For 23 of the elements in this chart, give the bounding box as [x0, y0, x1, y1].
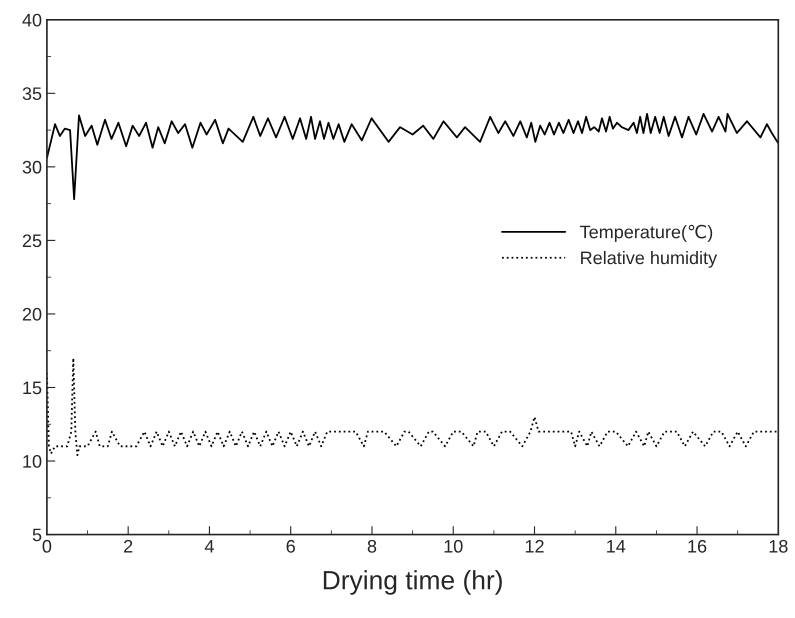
y-tick-label: 40	[22, 14, 42, 26]
legend-label: Temperature(℃)	[580, 224, 712, 242]
x-tick-label: 12	[526, 540, 544, 553]
x-tick-label: 10	[444, 540, 463, 553]
line-series	[46, 113, 778, 200]
x-tick-label: 8	[368, 540, 376, 553]
legend-label: Relative humidity	[581, 250, 718, 268]
y-tick-label: 10	[23, 454, 42, 468]
y-tick-label: 30	[22, 160, 42, 174]
x-tick-label: 2	[124, 540, 132, 553]
y-tick-label: 15	[23, 382, 42, 394]
x-tick-label: 14	[607, 540, 626, 553]
x-tick-label: 6	[286, 540, 295, 553]
x-tick-label: 4	[204, 540, 214, 553]
y-tick-label: 25	[22, 234, 42, 248]
x-tick-label: 16	[688, 540, 706, 553]
x-tick-label: 18	[770, 540, 788, 553]
x-axis-title: Drying time (hr)	[324, 570, 502, 595]
x-tick-label: 0	[42, 540, 52, 553]
y-tick-label: 5	[32, 528, 42, 542]
y-tick-label: 20	[22, 308, 42, 321]
line-series	[46, 357, 778, 456]
y-tick-label: 35	[22, 87, 42, 100]
